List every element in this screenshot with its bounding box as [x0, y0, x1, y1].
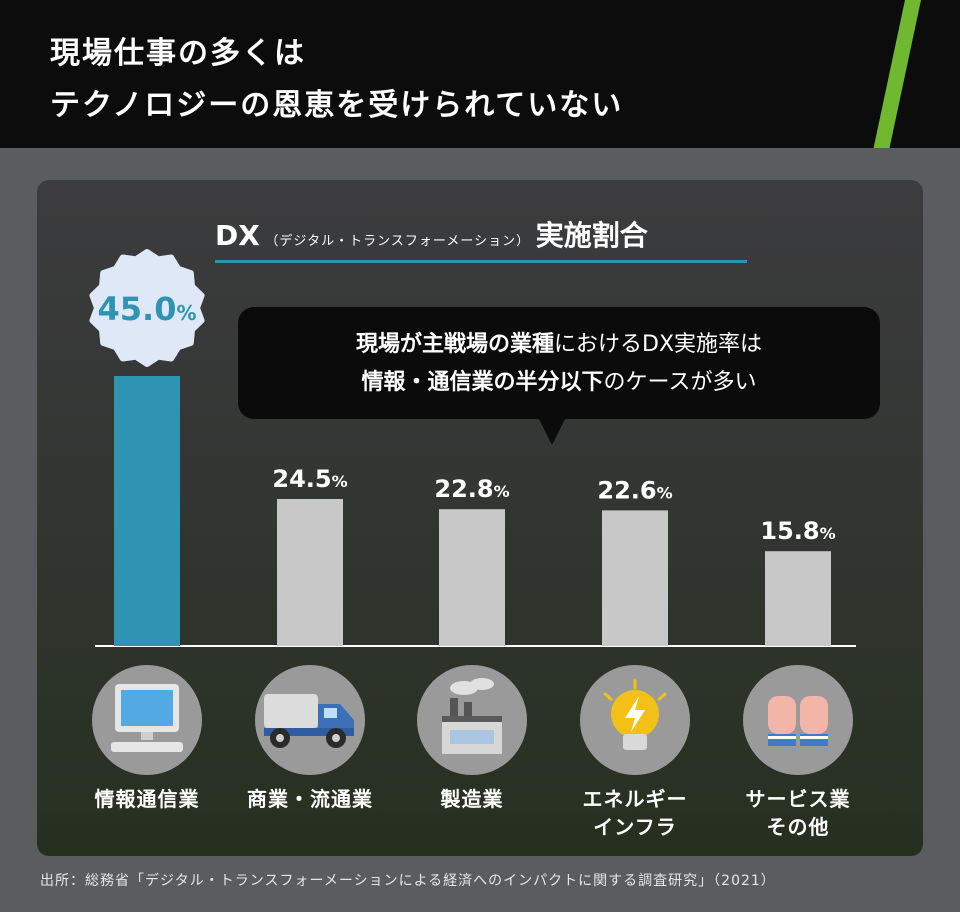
truck-chassis: [264, 728, 354, 736]
data-label-value: 15.8: [760, 517, 819, 545]
data-label-unit: %: [494, 482, 510, 501]
computer-icon: [92, 665, 202, 775]
chart-title-main: DX: [215, 219, 260, 252]
callout-tail: [538, 417, 566, 445]
truck-icon: [255, 665, 365, 775]
category-label-3: 製造業: [387, 785, 557, 813]
factory-roof: [442, 716, 502, 722]
callout-line1-bold: 現場が主戦場の業種: [355, 332, 554, 357]
highlight-badge: [89, 249, 205, 367]
truck-cargo: [264, 694, 318, 728]
lightning-bulb-icon: [580, 665, 690, 775]
page-title-line2: テクノロジーの恩恵を受けられていない: [50, 88, 624, 123]
data-label-4: 22.6%: [597, 476, 672, 504]
callout-line2-rest: のケースが多い: [603, 370, 757, 395]
glove-stripe: [768, 736, 796, 739]
category-label-line: インフラ: [593, 815, 677, 839]
data-label-unit: %: [657, 483, 673, 502]
data-label-value: 22.6: [597, 476, 656, 504]
truck-hub: [332, 734, 340, 742]
icon-circle: [743, 665, 853, 775]
bar-1: [114, 376, 180, 646]
page-title-line1: 現場仕事の多くは: [50, 36, 306, 71]
category-label-line: 商業・流通業: [247, 787, 373, 811]
data-label-5: 15.8%: [760, 517, 835, 545]
glove: [800, 696, 828, 734]
callout-line1: 現場が主戦場の業種におけるDX実施率は: [238, 326, 880, 364]
category-label-line: その他: [766, 815, 830, 839]
category-label-1: 情報通信業: [62, 785, 232, 813]
header-banner: 現場仕事の多くは テクノロジーの恩恵を受けられていない: [0, 0, 960, 148]
callout-bubble: 現場が主戦場の業種におけるDX実施率は 情報・通信業の半分以下のケースが多い: [238, 307, 880, 419]
truck-hub: [276, 734, 284, 742]
callout-line1-rest: におけるDX実施率は: [554, 332, 763, 357]
bar-3: [439, 509, 505, 646]
data-label-value: 24.5: [272, 465, 331, 493]
data-label-value: 45.0: [98, 290, 177, 328]
category-label-line: エネルギー: [582, 787, 688, 811]
data-label-unit: %: [332, 472, 348, 491]
chimney: [450, 698, 458, 720]
callout-line2: 情報・通信業の半分以下のケースが多い: [238, 364, 880, 402]
chart-title-underline: [215, 260, 747, 263]
category-label-line: 情報通信業: [94, 787, 200, 811]
category-label-line: 製造業: [440, 787, 504, 811]
data-label-value: 22.8: [434, 475, 493, 503]
chart-title-suffix: 実施割合: [535, 219, 648, 252]
page-title: 現場仕事の多くは テクノロジーの恩恵を受けられていない: [50, 28, 623, 132]
keyboard: [111, 742, 183, 752]
lightning: [625, 696, 645, 732]
monitor-stand: [141, 732, 153, 740]
chart-title: DX （デジタル・トランスフォーメーション） 実施割合: [215, 214, 747, 262]
truck-window: [324, 708, 337, 718]
category-label-2: 商業・流通業: [225, 785, 395, 813]
glove-cuff: [768, 734, 796, 746]
data-label-3: 22.8%: [434, 475, 509, 503]
gloved-hands-icon: [743, 665, 853, 775]
bar-2: [277, 499, 343, 646]
bulb-base: [623, 734, 647, 750]
monitor-screen: [121, 690, 173, 726]
smoke: [470, 678, 494, 690]
data-label-2: 24.5%: [272, 465, 347, 493]
category-label-line: サービス業: [745, 787, 851, 811]
category-label-4: エネルギー インフラ: [550, 785, 720, 841]
bar-5: [765, 551, 831, 646]
glove-stripe: [800, 736, 828, 739]
category-label-5: サービス業 その他: [713, 785, 883, 841]
data-label-unit: %: [176, 301, 196, 325]
data-label-1: 45.0%: [98, 290, 197, 328]
bulb-ray: [603, 692, 613, 701]
glove-cuff: [800, 734, 828, 746]
bulb-ray: [657, 692, 667, 701]
data-label-unit: %: [820, 524, 836, 543]
bar-4: [602, 510, 668, 646]
source-note: 出所：総務省「デジタル・トランスフォーメーションによる経済へのインパクトに関する…: [40, 873, 776, 889]
chart-title-sub: （デジタル・トランスフォーメーション）: [265, 234, 531, 249]
glove: [768, 696, 796, 734]
factory-window: [450, 730, 494, 744]
chimney: [464, 702, 472, 720]
factory-icon: [417, 665, 527, 775]
callout-line2-bold: 情報・通信業の半分以下: [361, 370, 604, 395]
